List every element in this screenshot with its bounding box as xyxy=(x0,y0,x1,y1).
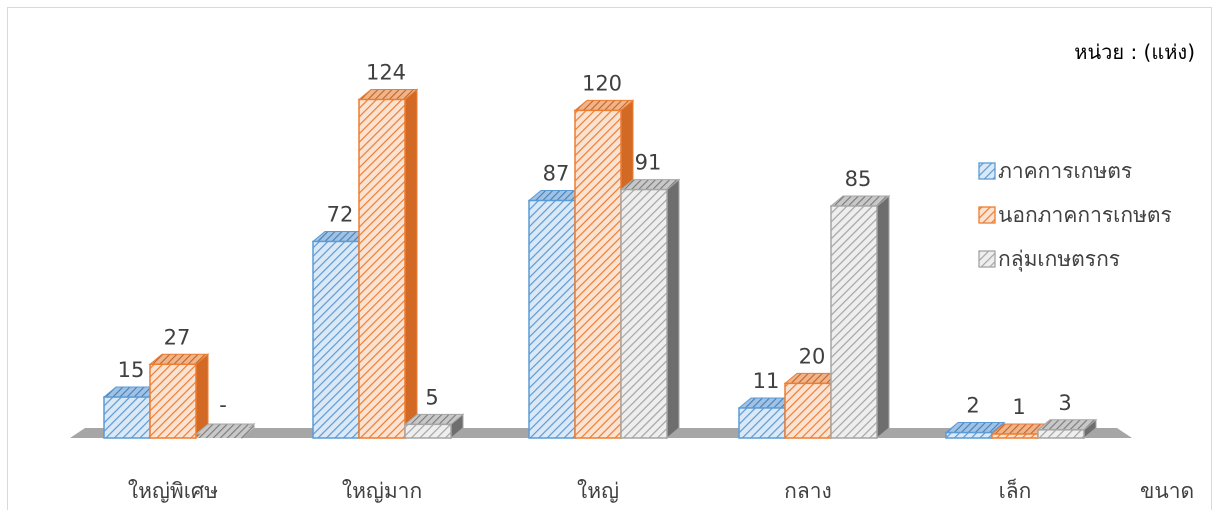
legend-item-2: นอกภาคการเกษตร xyxy=(978,203,1172,227)
bar-2-1 xyxy=(148,353,210,440)
value-labels-group: 15 27 - 72 124 5 87 120 91 11 20 85 2 1 3 xyxy=(118,60,1072,419)
x-axis-label: ขนาด xyxy=(1140,479,1194,503)
value-label-1-1: 15 xyxy=(118,358,145,382)
bar-3-5 xyxy=(1036,418,1098,440)
value-label-2-4: 20 xyxy=(799,344,826,368)
category-labels-group: ใหญ่พิเศษ ใหญ่มาก ใหญ่ กลาง เล็ก xyxy=(128,477,1031,503)
value-label-2-1: 27 xyxy=(164,325,191,349)
category-label-3: ใหญ่ xyxy=(577,479,619,503)
legend-label-3: กลุ่มเกษตรกร xyxy=(998,247,1120,272)
category-label-2: ใหญ่มาก xyxy=(342,479,422,503)
legend-item-1: ภาคการเกษตร xyxy=(978,159,1132,183)
bars-group xyxy=(102,88,1098,440)
bar-3-3 xyxy=(619,178,681,440)
value-label-2-5: 1 xyxy=(1012,395,1025,419)
legend-label-2: นอกภาคการเกษตร xyxy=(998,203,1172,227)
value-label-1-2: 72 xyxy=(327,202,354,226)
bar-3-1 xyxy=(194,422,256,440)
legend-swatch-1 xyxy=(978,162,996,180)
legend-swatch-2 xyxy=(978,206,996,224)
category-label-5: เล็ก xyxy=(999,477,1032,503)
value-label-1-3: 87 xyxy=(543,161,570,185)
bar-2-2 xyxy=(357,88,419,440)
bar-3-4 xyxy=(829,194,891,440)
value-label-3-2: 5 xyxy=(425,385,438,409)
chart-frame xyxy=(7,7,1212,510)
value-label-2-2: 124 xyxy=(366,60,406,84)
legend-swatch-3 xyxy=(978,250,996,268)
legend-item-3: กลุ่มเกษตรกร xyxy=(978,247,1120,272)
value-label-3-5: 3 xyxy=(1058,391,1071,415)
value-label-3-3: 91 xyxy=(635,151,662,175)
category-label-4: กลาง xyxy=(784,479,832,503)
unit-label: หน่วย : (แห่ง) xyxy=(1074,40,1195,64)
value-label-3-1: - xyxy=(219,393,227,417)
value-label-1-4: 11 xyxy=(753,369,780,393)
bar-3-2 xyxy=(403,413,465,440)
value-label-3-4: 85 xyxy=(845,167,872,191)
category-label-1: ใหญ่พิเศษ xyxy=(128,479,218,503)
value-label-1-5: 2 xyxy=(966,394,979,418)
legend-label-1: ภาคการเกษตร xyxy=(998,159,1132,183)
value-label-2-3: 120 xyxy=(582,71,622,95)
